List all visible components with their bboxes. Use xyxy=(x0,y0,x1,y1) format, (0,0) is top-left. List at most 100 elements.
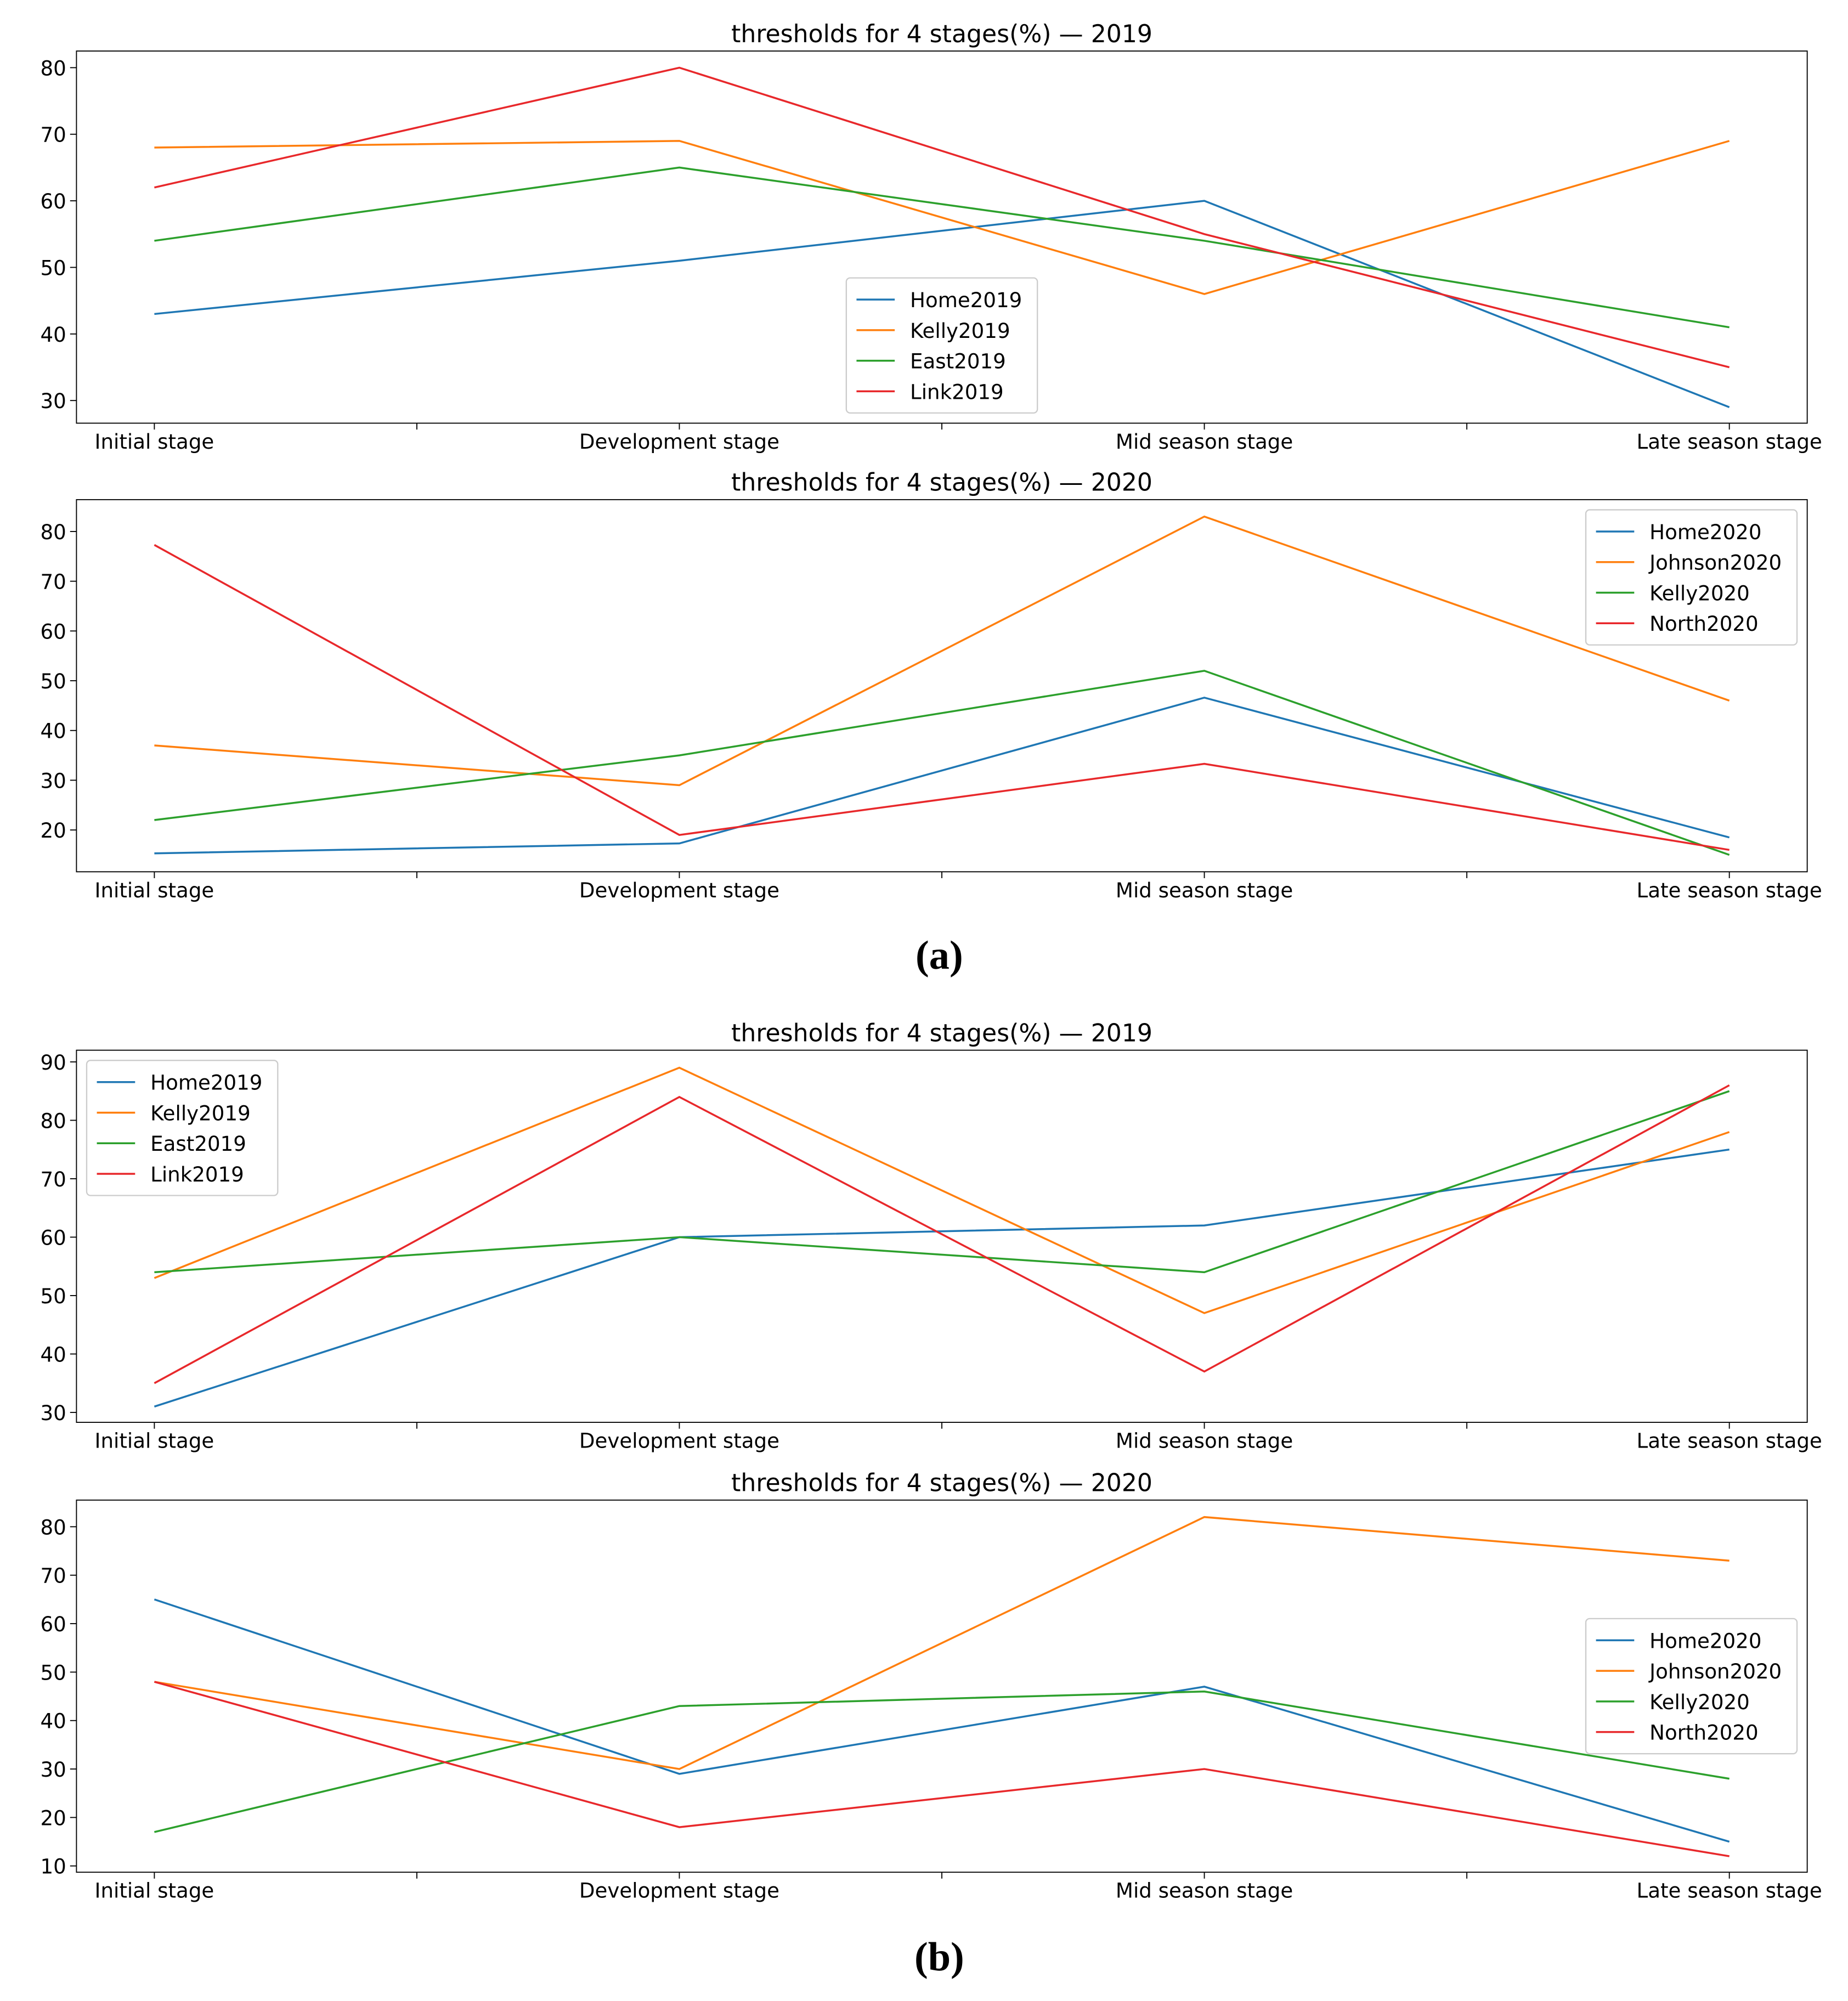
x-tick-label: Development stage xyxy=(579,1429,779,1453)
chart-title: thresholds for 4 stages(%) — 2020 xyxy=(731,1469,1152,1497)
x-tick-label: Initial stage xyxy=(95,1879,214,1903)
y-tick-label: 20 xyxy=(41,1806,66,1830)
y-tick-label: 70 xyxy=(41,123,66,147)
y-tick-label: 40 xyxy=(41,719,66,743)
series-line xyxy=(154,1066,1730,1314)
legend: Home2019 Kelly2019 East2019 Link2019 xyxy=(845,277,1038,414)
legend-label: East2019 xyxy=(150,1132,246,1156)
y-tick-label: 50 xyxy=(41,1660,66,1685)
y-tick-label: 70 xyxy=(41,1167,66,1191)
legend-label: Home2020 xyxy=(1649,520,1761,544)
x-tick-label: Mid season stage xyxy=(1116,1879,1293,1903)
y-tick-label: 50 xyxy=(41,669,66,693)
y-tick-label: 60 xyxy=(41,1225,66,1250)
legend-box xyxy=(1585,1618,1798,1755)
series-line xyxy=(154,515,1730,787)
y-tick-label: 70 xyxy=(41,1564,66,1588)
y-tick-label: 60 xyxy=(41,619,66,643)
x-tick-label: Initial stage xyxy=(95,1429,214,1453)
legend: Home2020 Johnson2020 Kelly2020 North2020 xyxy=(1585,509,1798,646)
y-tick-label: 10 xyxy=(41,1855,66,1879)
y-tick-label: 80 xyxy=(41,1515,66,1539)
y-tick-label: 80 xyxy=(41,56,66,80)
legend-label: Kelly2020 xyxy=(1649,581,1750,605)
legend: Home2020 Johnson2020 Kelly2020 North2020 xyxy=(1585,1618,1798,1755)
caption: (a) xyxy=(915,933,963,978)
plot-frame xyxy=(76,1499,1808,1873)
legend-label: North2020 xyxy=(1649,612,1758,636)
chart-title: thresholds for 4 stages(%) — 2019 xyxy=(731,1019,1152,1047)
plot-frame xyxy=(76,499,1808,873)
series-line xyxy=(154,1090,1730,1274)
y-tick-label: 20 xyxy=(41,818,66,843)
chart-title: thresholds for 4 stages(%) — 2019 xyxy=(731,20,1152,48)
series-line xyxy=(154,166,1730,329)
panel: thresholds for 4 stages(%) — 2020 20 30 40 5… xyxy=(41,469,1822,902)
x-tick-label: Mid season stage xyxy=(1116,1429,1293,1453)
y-tick-label: 90 xyxy=(41,1050,66,1075)
x-tick-label: Mid season stage xyxy=(1116,878,1293,902)
panel: thresholds for 4 stages(%) — 2019 30 40 50 6… xyxy=(41,20,1822,454)
plot-frame xyxy=(76,1049,1808,1423)
legend-label: Kelly2020 xyxy=(1649,1690,1750,1714)
series-line xyxy=(154,1084,1730,1384)
series-line xyxy=(154,1516,1730,1770)
y-tick-label: 30 xyxy=(41,389,66,413)
legend-label: North2020 xyxy=(1649,1721,1758,1745)
series-line xyxy=(154,66,1730,369)
legend-label: Home2020 xyxy=(1649,1629,1761,1653)
y-tick-label: 50 xyxy=(41,1284,66,1308)
series-line xyxy=(154,140,1730,295)
y-tick-label: 70 xyxy=(41,570,66,594)
x-tick-label: Late season stage xyxy=(1637,429,1822,454)
y-tick-label: 30 xyxy=(41,768,66,793)
y-tick-label: 40 xyxy=(41,323,66,347)
x-tick-label: Development stage xyxy=(579,878,779,902)
y-tick-label: 30 xyxy=(41,1401,66,1425)
x-tick-label: Late season stage xyxy=(1637,1879,1822,1903)
legend-label: East2019 xyxy=(910,349,1006,374)
x-tick-label: Late season stage xyxy=(1637,1429,1822,1453)
legend-label: Kelly2019 xyxy=(910,319,1010,343)
series-line xyxy=(154,670,1730,856)
panel: thresholds for 4 stages(%) — 2020 10 20 30 4… xyxy=(41,1469,1822,1903)
y-tick-label: 60 xyxy=(41,189,66,213)
legend-label: Johnson2020 xyxy=(1648,1659,1782,1683)
series-line xyxy=(154,544,1730,851)
panel: thresholds for 4 stages(%) — 2019 30 40 50 6… xyxy=(41,1019,1822,1452)
legend-box xyxy=(86,1060,279,1196)
y-tick-label: 40 xyxy=(41,1342,66,1366)
chart-title: thresholds for 4 stages(%) — 2020 xyxy=(731,469,1152,497)
legend: Home2019 Kelly2019 East2019 Link2019 xyxy=(86,1060,279,1196)
y-tick-label: 30 xyxy=(41,1757,66,1782)
legend-box xyxy=(1585,509,1798,646)
caption: (b) xyxy=(914,1935,964,1980)
legend-label: Link2019 xyxy=(150,1162,244,1186)
series-line xyxy=(154,1598,1730,1843)
legend-label: Johnson2020 xyxy=(1648,551,1782,575)
plot-frame xyxy=(76,50,1808,424)
legend-label: Home2019 xyxy=(150,1071,262,1095)
legend-label: Link2019 xyxy=(910,380,1004,404)
series-line xyxy=(154,200,1730,408)
legend-label: Kelly2019 xyxy=(150,1101,251,1125)
series-line xyxy=(154,1690,1730,1833)
legend-label: Home2019 xyxy=(910,288,1022,312)
y-tick-label: 50 xyxy=(41,256,66,280)
x-tick-label: Initial stage xyxy=(95,429,214,454)
x-tick-label: Late season stage xyxy=(1637,878,1822,902)
series-line xyxy=(154,1148,1730,1408)
series-line xyxy=(154,1681,1730,1857)
y-tick-label: 80 xyxy=(41,520,66,544)
y-tick-label: 40 xyxy=(41,1709,66,1733)
y-tick-label: 80 xyxy=(41,1109,66,1133)
series-line xyxy=(154,697,1730,855)
x-tick-label: Mid season stage xyxy=(1116,429,1293,454)
legend-box xyxy=(845,277,1038,414)
x-tick-label: Initial stage xyxy=(95,878,214,902)
y-tick-label: 60 xyxy=(41,1612,66,1636)
x-tick-label: Development stage xyxy=(579,1879,779,1903)
x-tick-label: Development stage xyxy=(579,429,779,454)
